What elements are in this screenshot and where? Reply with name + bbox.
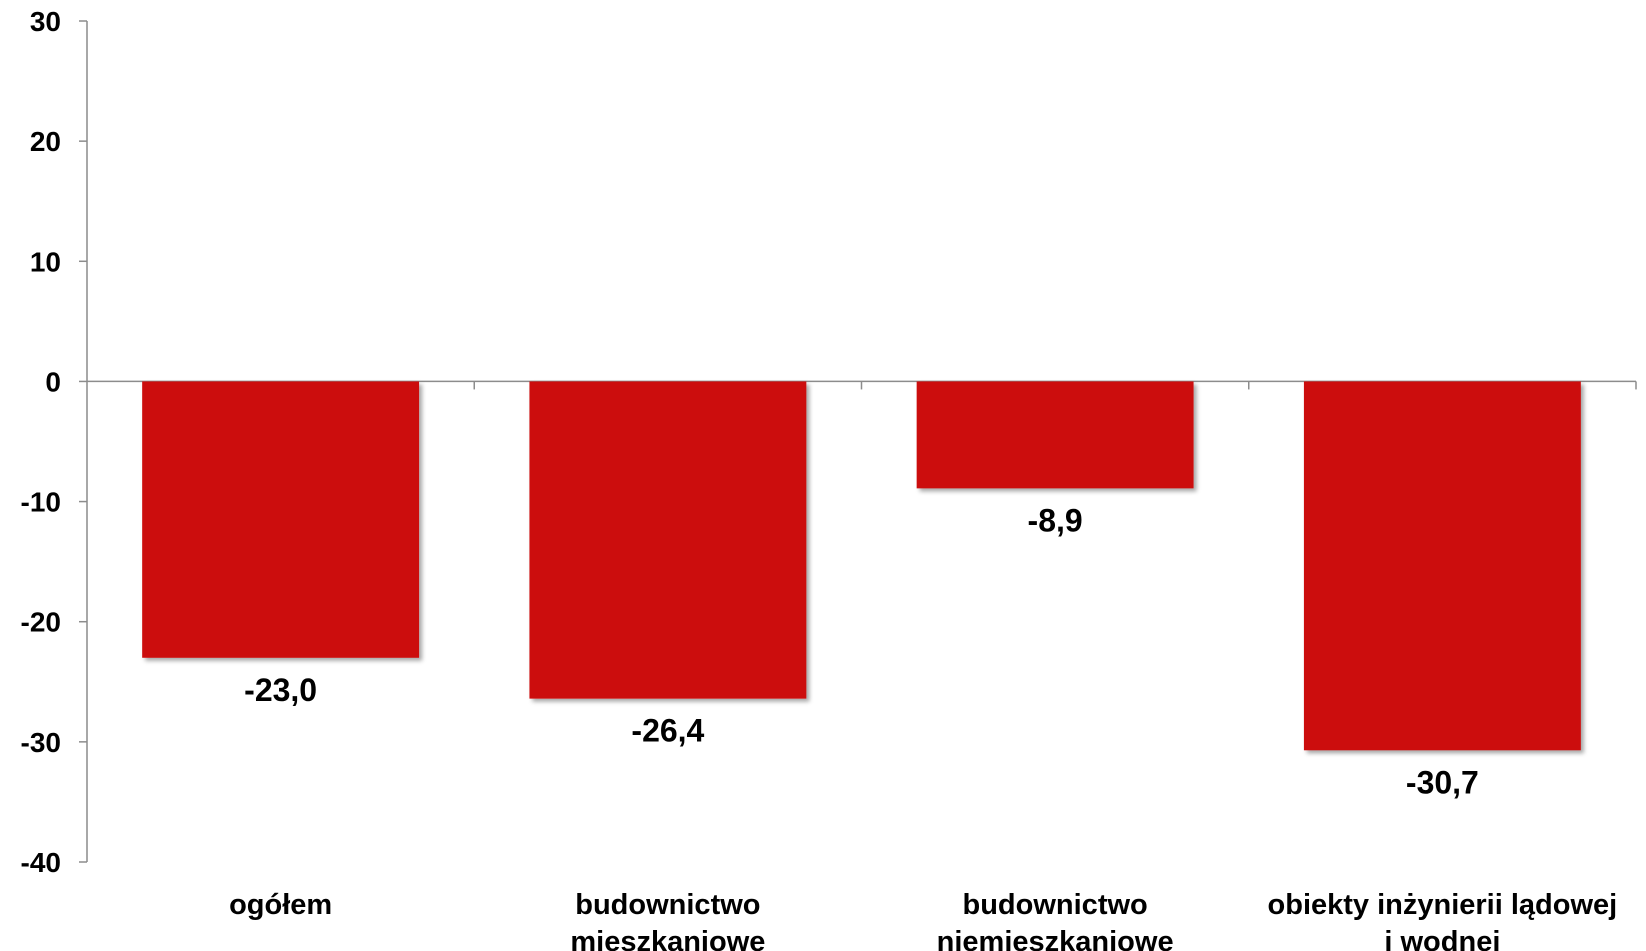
y-tick-label: 10: [30, 246, 61, 277]
y-tick-label: 0: [45, 366, 61, 397]
category-label: obiekty inżynierii lądowej: [1268, 889, 1618, 921]
data-label: -8,9: [1028, 502, 1083, 538]
category-label: i wodnej: [1384, 926, 1500, 951]
category-label: budownictwo: [575, 889, 760, 921]
bar: [142, 381, 420, 658]
category-label: ogółem: [229, 889, 332, 921]
y-tick-label: -40: [21, 847, 61, 878]
y-tick-label: -30: [21, 727, 61, 758]
data-label: -26,4: [631, 713, 704, 749]
data-label: -23,0: [244, 672, 317, 708]
data-label: -30,7: [1406, 764, 1479, 800]
bar: [529, 381, 807, 699]
category-label: niemieszkaniowe: [937, 926, 1174, 951]
category-label: mieszkaniowe: [570, 926, 765, 951]
y-tick-label: -20: [21, 607, 61, 638]
y-tick-label: 20: [30, 126, 61, 157]
category-label: budownictwo: [963, 889, 1148, 921]
bar: [916, 381, 1194, 489]
y-tick-label: -10: [21, 487, 61, 518]
y-tick-label: 30: [30, 6, 61, 37]
bar: [1303, 381, 1581, 751]
plot-area: 30 20 10 0 -10 -20 -30 -40 -23,0 ogółem -26,4 budow…: [21, 6, 1637, 951]
